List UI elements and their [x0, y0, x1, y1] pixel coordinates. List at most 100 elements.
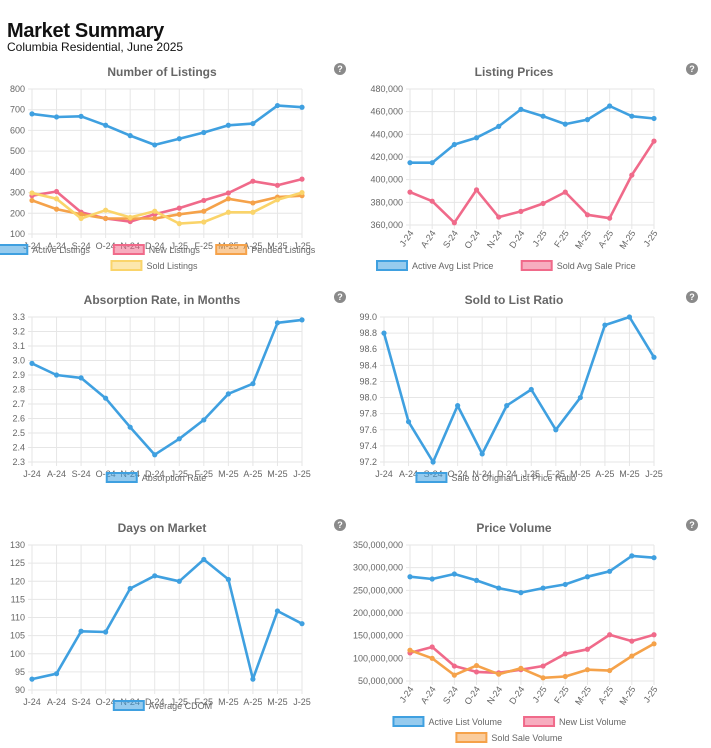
legend-swatch[interactable]	[376, 260, 408, 271]
help-icon-glyph[interactable]: ?	[337, 64, 343, 74]
legend-label[interactable]: Active List Volume	[428, 717, 502, 727]
data-point[interactable]	[127, 424, 133, 430]
data-point[interactable]	[455, 403, 461, 409]
help-icon[interactable]: ?	[686, 63, 698, 75]
data-point[interactable]	[651, 641, 657, 647]
data-point[interactable]	[250, 178, 256, 184]
data-point[interactable]	[651, 632, 657, 638]
data-point[interactable]	[584, 574, 591, 580]
legend-swatch[interactable]	[110, 260, 143, 271]
data-point[interactable]	[201, 556, 207, 563]
data-point[interactable]	[607, 568, 613, 574]
data-point[interactable]	[496, 585, 502, 591]
legend-label[interactable]: Pended Listings	[251, 245, 316, 255]
help-icon-circle[interactable]	[686, 63, 698, 75]
data-point[interactable]	[29, 360, 35, 366]
data-point[interactable]	[626, 314, 633, 320]
data-point[interactable]	[584, 212, 591, 218]
data-point[interactable]	[53, 188, 60, 195]
data-point[interactable]	[451, 663, 457, 669]
data-point[interactable]	[127, 585, 133, 592]
data-point[interactable]	[540, 585, 546, 591]
data-point[interactable]	[152, 142, 158, 148]
help-icon-glyph[interactable]: ?	[689, 64, 695, 74]
legend-item[interactable]: New Listings	[112, 244, 201, 255]
legend-swatch[interactable]	[455, 732, 488, 743]
data-point[interactable]	[518, 590, 524, 596]
legend-swatch[interactable]	[112, 700, 145, 711]
data-point[interactable]	[78, 375, 84, 381]
data-point[interactable]	[473, 135, 480, 141]
data-point[interactable]	[176, 136, 182, 142]
data-point[interactable]	[176, 436, 182, 442]
data-point[interactable]	[176, 578, 182, 584]
data-point[interactable]	[629, 653, 635, 659]
data-point[interactable]	[127, 133, 133, 139]
data-point[interactable]	[299, 104, 305, 110]
data-point[interactable]	[407, 189, 413, 195]
data-point[interactable]	[496, 123, 502, 129]
data-point[interactable]	[407, 160, 413, 166]
data-point[interactable]	[607, 667, 613, 674]
legend-item[interactable]: Sale to Original List Price Ratio	[415, 472, 576, 483]
data-point[interactable]	[29, 111, 35, 117]
data-point[interactable]	[152, 208, 158, 214]
data-point[interactable]	[78, 211, 84, 217]
data-point[interactable]	[540, 200, 546, 207]
data-point[interactable]	[152, 452, 158, 458]
data-point[interactable]	[250, 676, 256, 682]
legend-label[interactable]: Average CDOM	[149, 701, 212, 711]
data-point[interactable]	[29, 676, 35, 682]
data-point[interactable]	[299, 176, 305, 182]
data-point[interactable]	[584, 667, 591, 673]
data-point[interactable]	[518, 106, 524, 112]
data-point[interactable]	[103, 629, 109, 635]
data-point[interactable]	[53, 206, 60, 212]
data-point[interactable]	[429, 198, 435, 204]
data-point[interactable]	[176, 205, 182, 211]
data-point[interactable]	[405, 419, 412, 425]
data-point[interactable]	[299, 189, 305, 196]
data-point[interactable]	[225, 122, 231, 128]
data-point[interactable]	[201, 129, 207, 136]
help-icon-circle[interactable]	[334, 63, 346, 75]
data-point[interactable]	[451, 672, 457, 678]
data-point[interactable]	[540, 675, 546, 681]
legend-item[interactable]: New List Volume	[523, 716, 626, 727]
data-point[interactable]	[381, 330, 387, 336]
data-point[interactable]	[562, 121, 568, 127]
help-icon-glyph[interactable]: ?	[337, 292, 343, 302]
data-point[interactable]	[429, 655, 435, 661]
legend-label[interactable]: Sale to Original List Price Ratio	[451, 473, 576, 483]
data-point[interactable]	[496, 214, 502, 220]
data-point[interactable]	[518, 208, 524, 214]
data-point[interactable]	[53, 671, 60, 677]
data-point[interactable]	[451, 571, 457, 577]
data-point[interactable]	[78, 628, 84, 634]
data-point[interactable]	[451, 141, 457, 148]
data-point[interactable]	[562, 673, 568, 680]
legend-swatch[interactable]	[0, 244, 29, 255]
data-point[interactable]	[407, 574, 413, 580]
data-point[interactable]	[225, 209, 231, 215]
help-icon[interactable]: ?	[334, 63, 346, 75]
data-point[interactable]	[225, 196, 231, 202]
data-point[interactable]	[201, 219, 207, 225]
data-point[interactable]	[274, 197, 281, 203]
data-point[interactable]	[299, 317, 305, 323]
data-point[interactable]	[78, 113, 84, 119]
legend-label[interactable]: Active Listings	[32, 245, 90, 255]
data-point[interactable]	[225, 391, 231, 397]
data-point[interactable]	[299, 621, 305, 627]
help-icon-circle[interactable]	[686, 519, 698, 531]
legend-item[interactable]: Sold Sale Volume	[455, 732, 562, 743]
legend-label[interactable]: Sold Avg Sale Price	[557, 261, 636, 271]
data-point[interactable]	[553, 427, 559, 433]
data-point[interactable]	[473, 669, 480, 675]
data-point[interactable]	[250, 200, 256, 206]
data-point[interactable]	[201, 417, 207, 423]
data-point[interactable]	[274, 182, 281, 188]
legend-swatch[interactable]	[105, 472, 138, 483]
data-point[interactable]	[103, 122, 109, 128]
data-point[interactable]	[103, 395, 109, 401]
